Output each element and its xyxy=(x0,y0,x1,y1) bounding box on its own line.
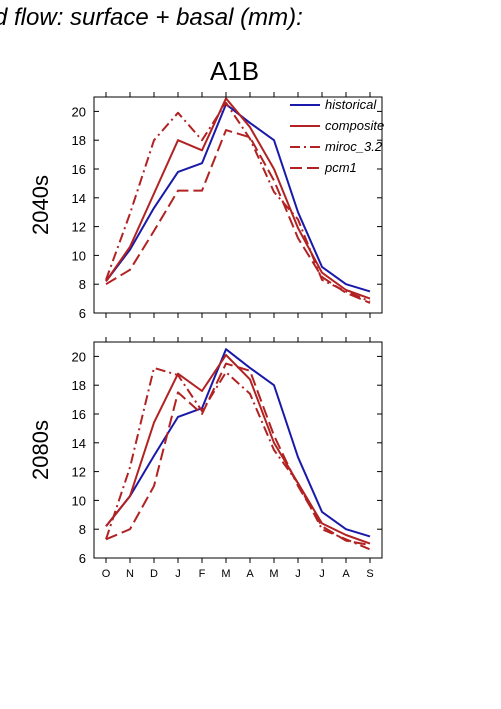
series-line-composite xyxy=(105,97,371,300)
x-tick-label: A xyxy=(246,568,254,580)
series-line-miroc-3-2 xyxy=(105,366,371,551)
y-tick-label: 20 xyxy=(72,104,86,119)
y-tick-label: 16 xyxy=(72,407,86,422)
x-tick-label: J xyxy=(295,568,301,580)
legend-entry: pcm1 xyxy=(324,160,357,175)
y-tick-label: 14 xyxy=(72,191,86,206)
y-tick-label: 12 xyxy=(72,465,86,480)
x-tick-label: J xyxy=(319,568,325,580)
x-tick-label: A xyxy=(342,568,350,580)
y-tick-label: 18 xyxy=(72,378,86,393)
x-tick-label: S xyxy=(366,568,373,580)
x-tick-label: J xyxy=(175,568,181,580)
series-line-historical xyxy=(105,348,371,538)
x-tick-label: O xyxy=(102,568,111,580)
y-tick-label: 6 xyxy=(79,306,86,321)
y-tick-label: 16 xyxy=(72,162,86,177)
y-tick-label: 12 xyxy=(72,220,86,235)
y-tick-label: 6 xyxy=(79,551,86,566)
panel-label: 2040s xyxy=(28,175,53,235)
x-tick-label: M xyxy=(221,568,230,580)
series-line-miroc-3-2 xyxy=(105,101,371,303)
y-tick-label: 14 xyxy=(72,436,86,451)
y-tick-label: 20 xyxy=(72,349,86,364)
legend-entry: historical xyxy=(325,97,377,112)
x-tick-label: M xyxy=(269,568,278,580)
panel-label: 2080s xyxy=(28,420,53,480)
page-title: d flow: surface + basal (mm): xyxy=(0,4,303,31)
x-tick-label: F xyxy=(199,568,206,580)
series-line-pcm1 xyxy=(105,129,371,304)
y-tick-label: 8 xyxy=(79,522,86,537)
x-tick-label: D xyxy=(150,568,158,580)
y-tick-label: 10 xyxy=(72,248,86,263)
scenario-title: A1B xyxy=(210,56,260,86)
y-tick-label: 10 xyxy=(72,493,86,508)
y-tick-label: 18 xyxy=(72,133,86,148)
y-tick-label: 8 xyxy=(79,277,86,292)
series-line-pcm1 xyxy=(105,362,371,546)
legend-entry: composite xyxy=(325,118,384,133)
plot-frame xyxy=(93,96,383,314)
legend-entry: miroc_3.2 xyxy=(325,139,383,154)
x-tick-label: N xyxy=(126,568,134,580)
plot-frame xyxy=(93,341,383,559)
